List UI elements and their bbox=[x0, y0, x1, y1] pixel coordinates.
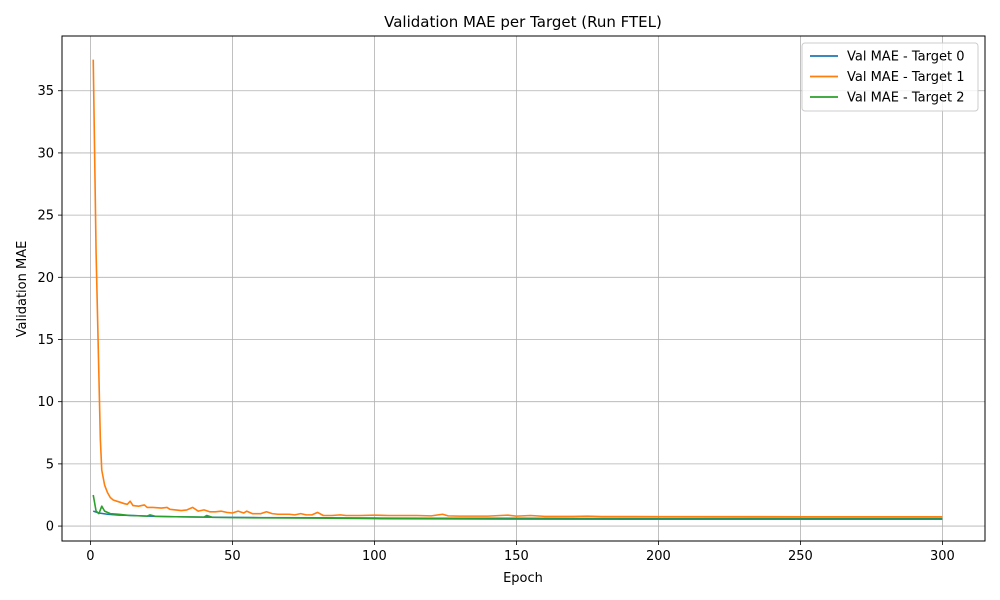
x-tick-label: 250 bbox=[788, 549, 813, 564]
chart-title: Validation MAE per Target (Run FTEL) bbox=[384, 13, 662, 31]
x-tick-label: 100 bbox=[362, 549, 387, 564]
y-tick-label: 20 bbox=[37, 271, 54, 286]
legend-label-target-1: Val MAE - Target 1 bbox=[847, 70, 965, 85]
x-axis-label: Epoch bbox=[503, 571, 543, 586]
x-tick-label: 200 bbox=[646, 549, 671, 564]
x-tick-label: 0 bbox=[86, 549, 94, 564]
y-tick-label: 30 bbox=[37, 146, 54, 161]
y-tick-label: 0 bbox=[46, 520, 54, 535]
y-axis-label: Validation MAE bbox=[15, 241, 30, 338]
legend-box bbox=[801, 42, 979, 112]
ticks: 0 50 100 150 200 250 300 0 5 10 15 20 25 30 35 bbox=[37, 84, 954, 564]
y-tick-label: 5 bbox=[46, 457, 54, 472]
legend-label-target-2: Val MAE - Target 2 bbox=[847, 91, 965, 106]
series-line-target-2 bbox=[92, 494, 943, 521]
legend: Val MAE - Target 0 Val MAE - Target 1 Val … bbox=[801, 42, 979, 112]
y-tick-label: 10 bbox=[37, 395, 54, 410]
plot-frame bbox=[61, 35, 986, 542]
x-tick-label: 150 bbox=[504, 549, 529, 564]
legend-label-target-0: Val MAE - Target 0 bbox=[847, 50, 965, 65]
series-lines bbox=[92, 59, 943, 521]
y-tick-label: 15 bbox=[37, 333, 54, 348]
y-tick-label: 25 bbox=[37, 209, 54, 224]
x-tick-label: 50 bbox=[224, 549, 241, 564]
x-tick-label: 300 bbox=[930, 549, 955, 564]
grid bbox=[62, 36, 985, 541]
series-line-target-1 bbox=[92, 59, 943, 518]
y-tick-label: 35 bbox=[37, 84, 54, 99]
